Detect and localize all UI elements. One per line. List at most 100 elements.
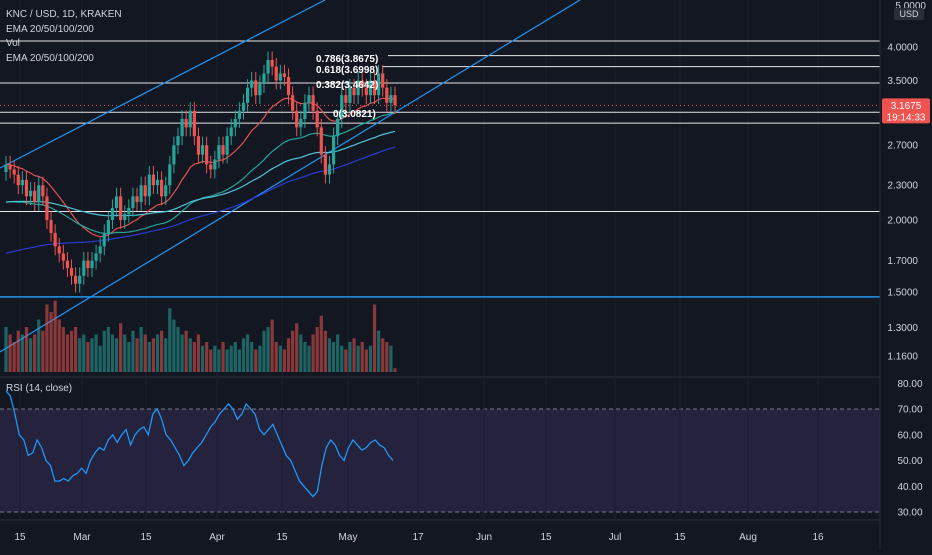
symbol-title[interactable]: KNC / USD, 1D, KRAKEN: [6, 9, 122, 20]
volume-bar: [348, 342, 352, 372]
volume-bar: [352, 338, 356, 372]
volume-bar: [33, 334, 37, 372]
price-tick-label: 2.7000: [887, 141, 918, 152]
candle-body: [344, 95, 348, 103]
volume-bar: [110, 334, 115, 372]
volume-bar: [86, 342, 90, 372]
candle-body: [176, 136, 180, 146]
candle-body: [37, 185, 41, 203]
price-tick-label: 2.3000: [887, 181, 918, 192]
volume-bar: [331, 342, 336, 372]
candle-body: [180, 118, 184, 137]
candle-body: [250, 80, 254, 88]
volume-bar: [45, 304, 49, 372]
rsi-tick-label: 80.00: [897, 379, 922, 390]
candle-body: [270, 59, 274, 67]
volume-bar: [389, 345, 393, 372]
time-tick-label: Mar: [73, 532, 91, 543]
candle-body: [33, 190, 37, 203]
volume-bar: [340, 345, 344, 372]
volume-bar: [184, 330, 188, 372]
candle-body: [143, 185, 147, 197]
candle-body: [217, 145, 221, 160]
price-tick-label: 1.7000: [887, 256, 918, 267]
candle-body: [327, 164, 332, 175]
candle-body: [192, 110, 196, 137]
candle-body: [12, 169, 16, 175]
channel-lower-line: [0, 0, 581, 353]
volume-bar: [282, 349, 287, 372]
volume-bar: [20, 334, 24, 372]
candle-body: [196, 136, 201, 155]
fib-level-label: 0(3.0821): [333, 109, 376, 120]
candle-body: [78, 275, 82, 284]
volume-bar: [49, 312, 53, 372]
indicator-vol-legend[interactable]: Vol: [6, 38, 20, 49]
candle-body: [90, 260, 94, 269]
time-tick-label: 16: [812, 532, 824, 543]
candle-body: [340, 95, 344, 119]
volume-bar: [299, 334, 303, 372]
volume-bar: [270, 319, 274, 372]
volume-bar: [327, 338, 332, 372]
volume-bar: [250, 342, 254, 372]
time-tick-label: Apr: [209, 532, 225, 543]
volume-bar: [188, 338, 192, 372]
volume-bar: [368, 345, 373, 372]
rsi-legend[interactable]: RSI (14, close): [6, 383, 73, 394]
volume-bar: [61, 327, 65, 372]
volume-bar: [393, 368, 397, 372]
candle-body: [164, 185, 168, 197]
fib-level-label: 0.618(3.6998): [316, 65, 378, 76]
volume-bar: [180, 334, 184, 372]
candle-body: [98, 246, 102, 254]
fib-level-label: 0.382(3.4642): [316, 80, 378, 91]
candle-body: [254, 80, 258, 96]
volume-bar: [307, 345, 311, 372]
volume-bar: [24, 327, 29, 372]
candle-body: [184, 118, 188, 128]
candle-body: [372, 80, 377, 96]
candle-body: [119, 196, 123, 221]
candle-body: [102, 232, 106, 247]
volume-bar: [172, 319, 176, 372]
volume-bar: [319, 315, 323, 372]
candle-body: [393, 95, 397, 106]
price-axis-background: [880, 0, 932, 550]
volume-bar: [74, 327, 78, 372]
candle-body: [147, 174, 151, 197]
candle-body: [160, 179, 164, 197]
candle-body: [61, 253, 65, 261]
candle-body: [323, 154, 327, 175]
candle-body: [106, 220, 110, 233]
volume-bar: [262, 330, 266, 372]
candle-body: [209, 164, 213, 170]
candle-body: [94, 253, 98, 261]
volume-bar: [192, 342, 196, 372]
time-tick-label: Jun: [476, 532, 492, 543]
candle-body: [172, 145, 176, 165]
volume-bar: [16, 330, 20, 372]
indicator-ema-legend[interactable]: EMA 20/50/100/200: [6, 24, 94, 35]
price-tick-label: 5.0000: [895, 1, 926, 12]
volume-bar: [336, 334, 340, 372]
volume-bar: [258, 345, 262, 372]
volume-bar: [217, 349, 221, 372]
volume-bar: [274, 342, 278, 372]
candle-body: [213, 159, 217, 170]
indicator-ema-legend-2[interactable]: EMA 20/50/100/200: [6, 53, 94, 64]
volume-bar: [385, 342, 389, 372]
candle-body: [241, 102, 246, 111]
candle-body: [41, 185, 45, 197]
volume-bar: [225, 349, 229, 372]
candle-body: [151, 174, 156, 186]
candle-body: [168, 164, 172, 186]
volume-bar: [303, 342, 307, 372]
candle-body: [155, 179, 160, 186]
candle-body: [295, 110, 299, 128]
candle-body: [262, 73, 266, 85]
volume-bar: [291, 330, 295, 372]
volume-bar: [364, 349, 368, 372]
candle-body: [237, 110, 241, 119]
